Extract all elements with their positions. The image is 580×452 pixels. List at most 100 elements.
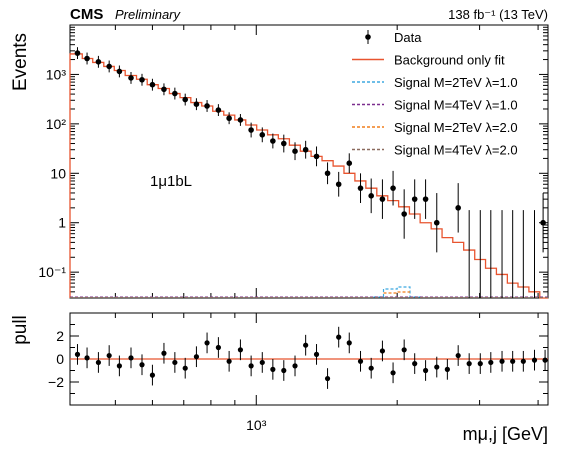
data-point bbox=[139, 76, 145, 83]
legend-entry-label: Signal M=4TeV λ=2.0 bbox=[394, 143, 518, 158]
data-point bbox=[270, 138, 276, 144]
y-tick-label: 10³ bbox=[46, 66, 67, 82]
pull-point bbox=[95, 359, 102, 366]
pull-point bbox=[466, 361, 472, 367]
data-point bbox=[128, 75, 134, 81]
y-tick-label: 10 bbox=[50, 165, 66, 181]
data-point bbox=[106, 63, 112, 70]
pull-point bbox=[303, 342, 309, 348]
background-fit-line bbox=[69, 53, 548, 299]
pull-tick-label: 2 bbox=[56, 328, 64, 344]
data-point bbox=[368, 193, 374, 199]
data-point bbox=[182, 96, 189, 103]
data-point bbox=[313, 153, 320, 160]
data-point bbox=[292, 148, 298, 154]
category-label: 1μ1bL bbox=[150, 173, 192, 190]
legend-entry-label: Signal M=2TeV λ=2.0 bbox=[394, 120, 518, 135]
pull-point bbox=[455, 352, 461, 359]
pull-point bbox=[401, 347, 407, 353]
pull-point bbox=[139, 362, 145, 368]
pull-point bbox=[336, 334, 342, 340]
legend-entry-label: Signal M=2TeV λ=1.0 bbox=[394, 75, 518, 90]
pull-point bbox=[412, 361, 418, 367]
pull-point bbox=[172, 359, 178, 366]
pull-point bbox=[542, 357, 548, 363]
x-tick-label: 10³ bbox=[246, 417, 267, 433]
pull-points bbox=[74, 326, 548, 389]
pull-point bbox=[422, 367, 429, 374]
pull-point bbox=[281, 367, 287, 374]
data-point bbox=[215, 107, 222, 113]
pull-point bbox=[215, 344, 221, 351]
pull-point bbox=[531, 357, 538, 363]
data-point bbox=[172, 90, 178, 97]
data-point bbox=[237, 117, 244, 123]
pull-point bbox=[313, 351, 320, 357]
pull-point bbox=[499, 358, 505, 364]
signal-2tev-l1 bbox=[373, 286, 422, 298]
pull-point bbox=[477, 361, 483, 367]
y-axis-label-pull: pull bbox=[10, 315, 31, 345]
pull-point bbox=[488, 359, 494, 366]
data-point bbox=[280, 140, 287, 147]
legend-entry-label: Signal M=4TeV λ=1.0 bbox=[394, 98, 518, 113]
data-point bbox=[411, 196, 418, 202]
data-point bbox=[422, 196, 429, 202]
pull-point bbox=[390, 370, 396, 376]
data-point bbox=[335, 181, 342, 188]
data-point bbox=[455, 205, 461, 211]
data-point bbox=[161, 86, 167, 93]
pull-point bbox=[368, 365, 374, 371]
data-point bbox=[74, 50, 81, 56]
pull-point bbox=[270, 366, 276, 372]
data-point bbox=[204, 103, 210, 109]
pull-point bbox=[379, 348, 386, 354]
luminosity-label: 138 fb⁻¹ (13 TeV) bbox=[448, 7, 548, 22]
y-tick-label: 10⁻¹ bbox=[38, 264, 66, 280]
data-point bbox=[226, 115, 232, 122]
pull-point bbox=[434, 364, 440, 370]
pull-point bbox=[161, 350, 167, 356]
data-point bbox=[324, 170, 331, 177]
pull-tick-label: −2 bbox=[48, 374, 64, 390]
data-point bbox=[433, 219, 440, 226]
legend-entry-label: Data bbox=[394, 30, 422, 45]
data-point bbox=[302, 146, 309, 153]
pull-point bbox=[444, 366, 450, 372]
data-point bbox=[193, 101, 200, 107]
data-point bbox=[116, 68, 123, 75]
x-axis-label: mμ,j [GeV] bbox=[463, 424, 548, 444]
data-point bbox=[390, 185, 396, 191]
pull-point bbox=[226, 358, 232, 364]
pull-point bbox=[193, 354, 200, 360]
pull-point bbox=[346, 340, 352, 346]
pull-point bbox=[84, 355, 90, 361]
signal-histograms bbox=[70, 286, 548, 298]
legend: Data Background only fit Signal M=2TeV λ=1… bbox=[352, 30, 518, 158]
data-points bbox=[74, 47, 546, 298]
pull-point bbox=[149, 372, 156, 378]
pull-point bbox=[324, 375, 331, 382]
pull-point bbox=[74, 351, 81, 357]
pull-point bbox=[248, 363, 254, 369]
pull-point bbox=[520, 358, 526, 364]
pull-point bbox=[292, 363, 298, 369]
data-point bbox=[401, 211, 407, 217]
pull-point bbox=[204, 340, 210, 346]
legend-marker bbox=[365, 34, 371, 40]
pull-tick-label: 0 bbox=[56, 351, 64, 367]
data-point bbox=[379, 196, 386, 202]
legend-entry-label: Background only fit bbox=[394, 53, 505, 68]
data-point bbox=[540, 219, 546, 226]
pull-point bbox=[128, 355, 134, 361]
pull-point bbox=[182, 365, 188, 371]
axis-ticks: 10⁻¹ 1 10 10² 10³ 2 0 −2 10³ bbox=[38, 25, 548, 433]
experiment-label: CMS bbox=[70, 6, 103, 23]
y-axis-label-main: Events bbox=[10, 33, 31, 91]
data-point bbox=[357, 185, 364, 191]
pull-point bbox=[259, 359, 265, 366]
pull-point bbox=[237, 347, 244, 353]
data-point bbox=[84, 55, 90, 62]
background-fit-histogram bbox=[69, 53, 548, 360]
pull-point bbox=[116, 363, 122, 369]
